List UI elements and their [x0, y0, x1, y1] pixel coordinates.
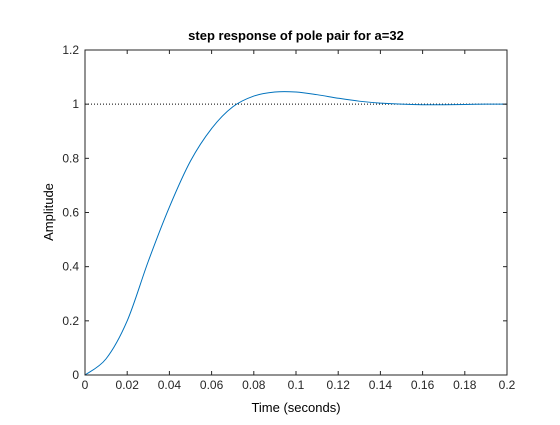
x-tick-label: 0.02 [116, 378, 140, 392]
x-tick-label: 0.1 [288, 378, 305, 392]
x-tick-label: 0.14 [369, 378, 393, 392]
y-tick-label: 1.2 [62, 43, 79, 57]
y-tick-label: 0.8 [62, 151, 79, 165]
y-tick-label: 1 [72, 97, 79, 111]
y-tick-label: 0 [72, 368, 79, 382]
x-tick-label: 0.08 [242, 378, 266, 392]
x-tick-label: 0.18 [453, 378, 477, 392]
chart-title: step response of pole pair for a=32 [188, 28, 404, 43]
y-tick-label: 0.4 [62, 260, 79, 274]
axes-box [84, 49, 508, 376]
y-tick-label: 0.6 [62, 206, 79, 220]
step-response-line [84, 91, 508, 376]
x-tick-label: 0.16 [411, 378, 435, 392]
x-tick-label: 0.12 [327, 378, 351, 392]
y-tick-label: 0.2 [62, 314, 79, 328]
x-tick-label: 0 [82, 378, 89, 392]
x-tick-label: 0.2 [499, 378, 516, 392]
x-tick-label: 0.06 [200, 378, 224, 392]
x-tick-label: 0.04 [158, 378, 182, 392]
plot-area [85, 50, 507, 375]
y-axis-title: Amplitude [41, 183, 56, 241]
x-axis-title: Time (seconds) [251, 400, 340, 415]
